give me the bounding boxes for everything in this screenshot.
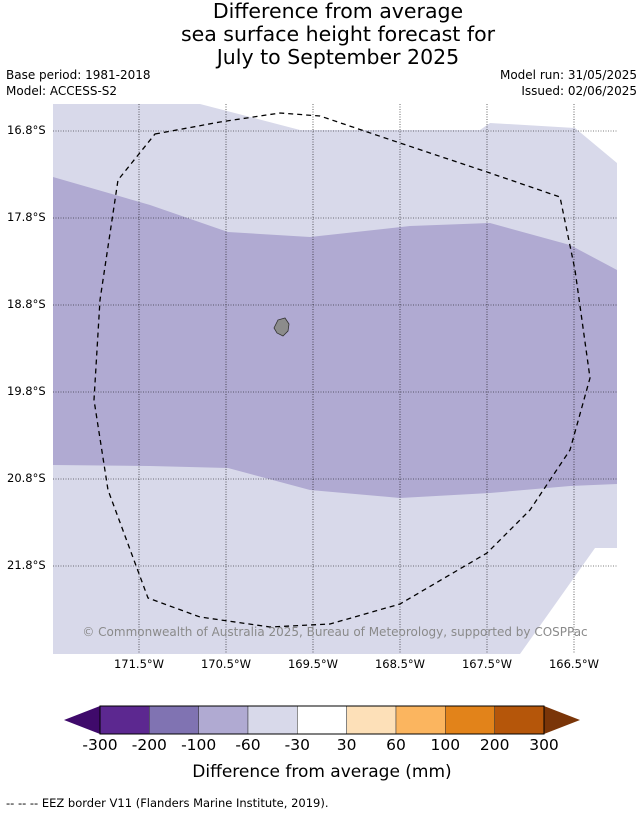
title-line-2: sea surface height forecast for bbox=[180, 22, 496, 46]
lon-label-1: 171.5°W bbox=[113, 657, 165, 671]
chart-title: Difference from average sea surface heig… bbox=[0, 0, 644, 69]
model-name: Model: ACCESS-S2 bbox=[6, 84, 118, 98]
lat-label-2: 17.8°S bbox=[7, 210, 46, 224]
colorbar-tick-label: 300 bbox=[529, 736, 559, 754]
copyright-notice: © Commonwealth of Australia 2025, Bureau… bbox=[82, 625, 588, 639]
colorbar-segment bbox=[395, 705, 446, 735]
graticule bbox=[53, 104, 617, 654]
lon-label-4: 168.5°W bbox=[374, 657, 426, 671]
meta-right: Model run: 31/05/2025 Issued: 02/06/2025 bbox=[500, 67, 637, 99]
colorbar-tick-label: 200 bbox=[479, 736, 510, 754]
colorbar-segment bbox=[247, 705, 298, 735]
colorbar-tick-label: -200 bbox=[131, 736, 167, 754]
colorbar-segment bbox=[445, 705, 495, 735]
lon-label-5: 167.5°W bbox=[461, 657, 513, 671]
title-line-1: Difference from average bbox=[212, 0, 464, 23]
lat-label-5: 20.8°S bbox=[7, 471, 46, 485]
lon-label-3: 169.5°W bbox=[287, 657, 339, 671]
model-run: Model run: 31/05/2025 bbox=[499, 68, 637, 82]
meta-left: Base period: 1981-2018 Model: ACCESS-S2 bbox=[6, 67, 151, 99]
colorbar-tick-label: -100 bbox=[181, 736, 217, 754]
colorbar-tick-label: -60 bbox=[235, 736, 261, 754]
eez-footnote: -- -- -- EEZ border V11 (Flanders Marine… bbox=[6, 796, 329, 810]
colorbar-segment bbox=[494, 705, 545, 735]
title-line-3: July to September 2025 bbox=[216, 45, 460, 69]
colorbar-segment bbox=[297, 705, 347, 735]
colorbar-tick-label: -300 bbox=[82, 736, 118, 754]
lat-label-3: 18.8°S bbox=[7, 297, 46, 311]
lat-label-4: 19.8°S bbox=[7, 384, 46, 398]
colorbar-segment bbox=[149, 705, 199, 735]
colorbar-segment bbox=[99, 705, 150, 735]
colorbar-tick-label: -30 bbox=[284, 736, 310, 754]
eez-border bbox=[93, 112, 591, 628]
lat-label-6: 21.8°S bbox=[7, 558, 46, 572]
colorbar bbox=[64, 705, 580, 735]
sea-height-mid-band bbox=[53, 177, 617, 498]
land-island bbox=[273, 317, 290, 337]
lon-label-6: 166.5°W bbox=[548, 657, 600, 671]
colorbar-tick-label: 30 bbox=[336, 736, 357, 754]
lon-label-2: 170.5°W bbox=[200, 657, 252, 671]
colorbar-tick-label: 60 bbox=[386, 736, 406, 754]
map-area bbox=[53, 104, 617, 654]
colorbar-extend-right bbox=[544, 706, 580, 734]
colorbar-segment bbox=[198, 705, 249, 735]
colorbar-segment bbox=[346, 705, 397, 735]
lat-label-1: 16.8°S bbox=[7, 123, 46, 137]
colorbar-extend-left bbox=[64, 706, 100, 734]
colorbar-tick-label: 100 bbox=[430, 736, 461, 754]
base-period: Base period: 1981-2018 bbox=[6, 68, 151, 82]
colorbar-label: Difference from average (mm) bbox=[192, 762, 452, 782]
issued-date: Issued: 02/06/2025 bbox=[521, 84, 637, 98]
